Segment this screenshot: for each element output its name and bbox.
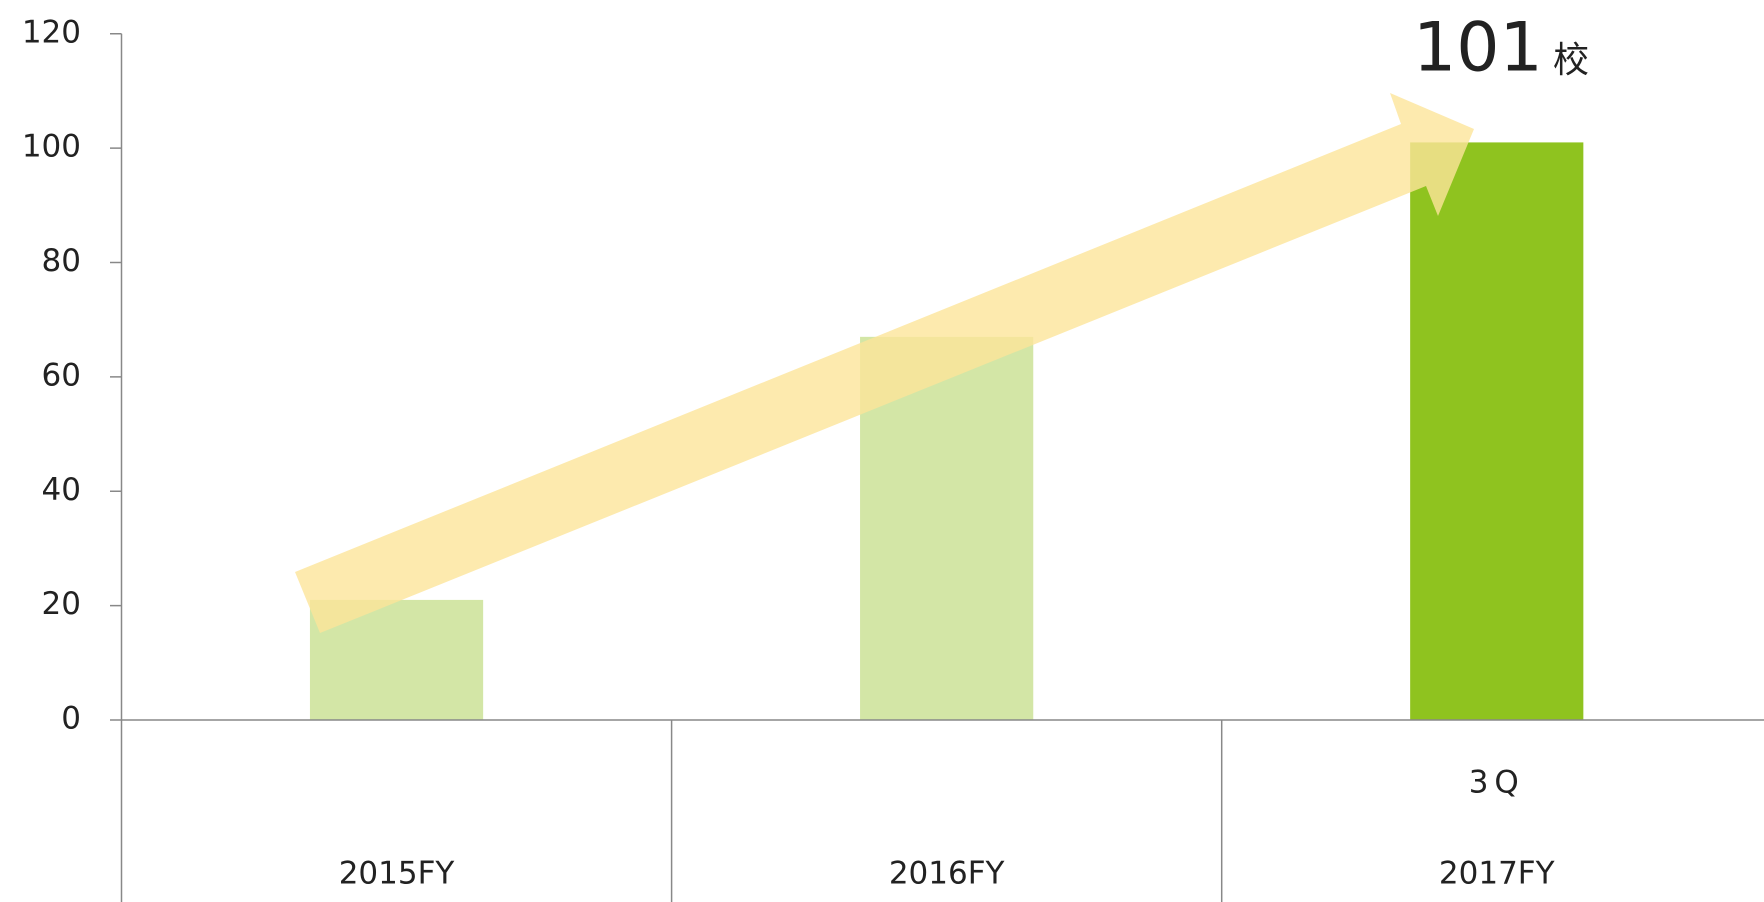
value-label: 101 bbox=[1413, 9, 1543, 88]
value-unit: 校 bbox=[1553, 40, 1589, 81]
y-tick-label: 120 bbox=[22, 14, 81, 50]
y-tick-label: 100 bbox=[22, 129, 81, 165]
bar bbox=[1410, 142, 1584, 720]
x-sub-label: 3Q bbox=[1469, 765, 1525, 801]
y-tick-label: 60 bbox=[42, 357, 81, 393]
y-tick-label: 20 bbox=[42, 586, 81, 622]
y-tick-label: 0 bbox=[61, 701, 81, 737]
y-tick-label: 40 bbox=[42, 472, 81, 508]
x-tick-label: 2015FY bbox=[339, 856, 455, 892]
trend-arrow bbox=[295, 93, 1474, 633]
x-tick-label: 2016FY bbox=[889, 856, 1005, 892]
y-tick-label: 80 bbox=[42, 243, 81, 279]
x-tick-label: 2017FY bbox=[1439, 856, 1555, 892]
